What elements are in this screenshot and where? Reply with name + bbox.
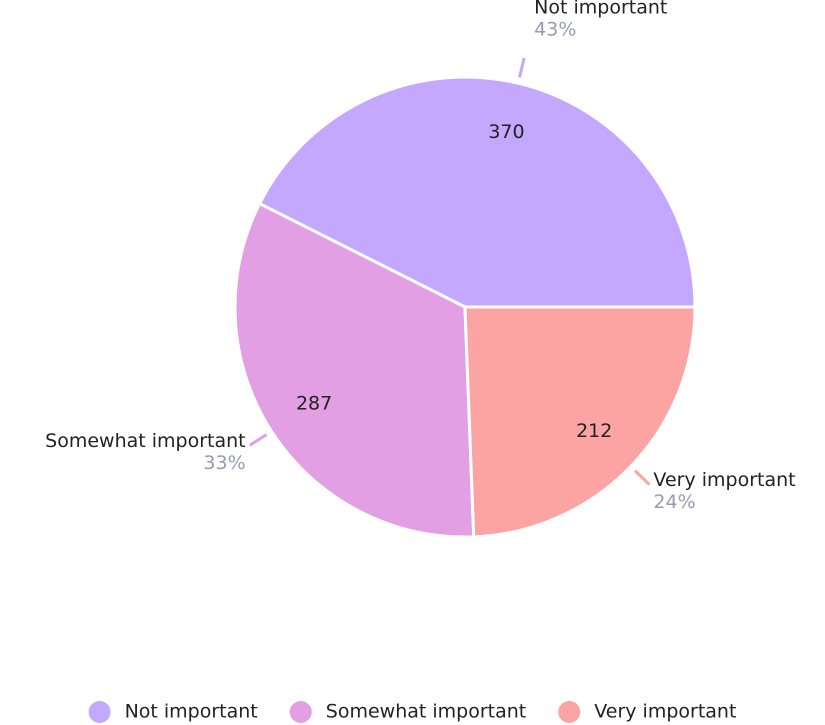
slice-label: Not important: [534, 0, 667, 18]
percent-label: 43%: [534, 18, 576, 40]
legend-marker: [88, 701, 111, 723]
pie-slice: [463, 305, 697, 539]
percent-label: 24%: [653, 491, 695, 513]
value-label: 370: [488, 121, 524, 143]
legend-marker: [289, 701, 312, 723]
value-label: 212: [576, 420, 612, 442]
leader-line: [518, 57, 526, 78]
leader-line: [633, 469, 651, 486]
slice-label: Somewhat important: [45, 430, 245, 452]
pie-slice: [233, 201, 476, 539]
legend-label: Very important: [594, 701, 736, 723]
legend-label: Not important: [125, 701, 258, 723]
legend-marker: [558, 701, 581, 723]
legend-label: Somewhat important: [326, 701, 526, 723]
slice-label: Very important: [653, 469, 795, 491]
percent-label: 33%: [203, 452, 245, 474]
leader-line: [248, 433, 268, 447]
pie-slice: [257, 75, 697, 309]
value-label: 287: [296, 392, 332, 414]
